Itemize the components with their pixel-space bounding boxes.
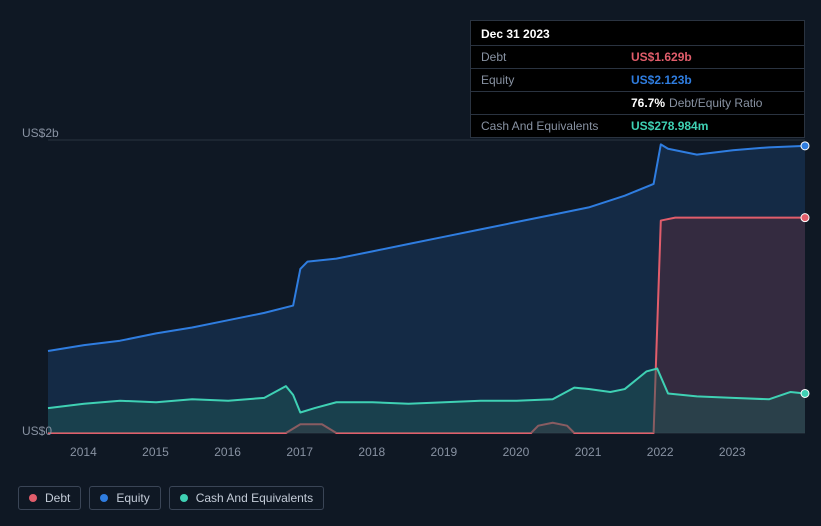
y-tick-label-top: US$2b: [22, 126, 59, 140]
legend-label: Debt: [45, 491, 70, 505]
x-tick-label: 2014: [70, 445, 97, 459]
x-tick-label: 2020: [503, 445, 530, 459]
legend-dot-icon: [180, 494, 188, 502]
x-tick-label: 2019: [431, 445, 458, 459]
x-tick-label: 2023: [719, 445, 746, 459]
legend-item-equity[interactable]: Equity: [89, 486, 160, 510]
legend-dot-icon: [100, 494, 108, 502]
tooltip-row: EquityUS$2.123b: [471, 68, 804, 91]
legend-label: Equity: [116, 491, 149, 505]
tooltip-row-label: Equity: [481, 72, 631, 88]
x-tick-label: 2022: [647, 445, 674, 459]
tooltip-row-label: Debt: [481, 49, 631, 65]
debt-equity-chart: US$2b US$0 2014 2015 2016 2017 2018 2019 2020 2…: [0, 0, 821, 526]
tooltip-row-suffix: Debt/Equity Ratio: [669, 95, 762, 111]
tooltip-row: Cash And EquivalentsUS$278.984m: [471, 114, 804, 137]
x-tick-label: 2016: [214, 445, 241, 459]
tooltip-row: 76.7%Debt/Equity Ratio: [471, 91, 804, 114]
tooltip-date: Dec 31 2023: [471, 21, 804, 45]
legend-item-cash[interactable]: Cash And Equivalents: [169, 486, 324, 510]
tooltip-row-value: US$2.123b: [631, 72, 692, 88]
tooltip-row-value: 76.7%: [631, 95, 665, 111]
x-tick-label: 2021: [575, 445, 602, 459]
tooltip-row-label: Cash And Equivalents: [481, 118, 631, 134]
tooltip-row-value: US$1.629b: [631, 49, 692, 65]
chart-tooltip: Dec 31 2023 DebtUS$1.629bEquityUS$2.123b…: [470, 20, 805, 138]
chart-legend: Debt Equity Cash And Equivalents: [18, 486, 324, 510]
x-tick-label: 2015: [142, 445, 169, 459]
legend-label: Cash And Equivalents: [196, 491, 313, 505]
legend-dot-icon: [29, 494, 37, 502]
x-tick-label: 2018: [358, 445, 385, 459]
legend-item-debt[interactable]: Debt: [18, 486, 81, 510]
y-tick-label-bottom: US$0: [22, 424, 52, 438]
tooltip-row-label: [481, 95, 631, 111]
tooltip-row: DebtUS$1.629b: [471, 45, 804, 68]
tooltip-row-value: US$278.984m: [631, 118, 708, 134]
x-tick-label: 2017: [286, 445, 313, 459]
